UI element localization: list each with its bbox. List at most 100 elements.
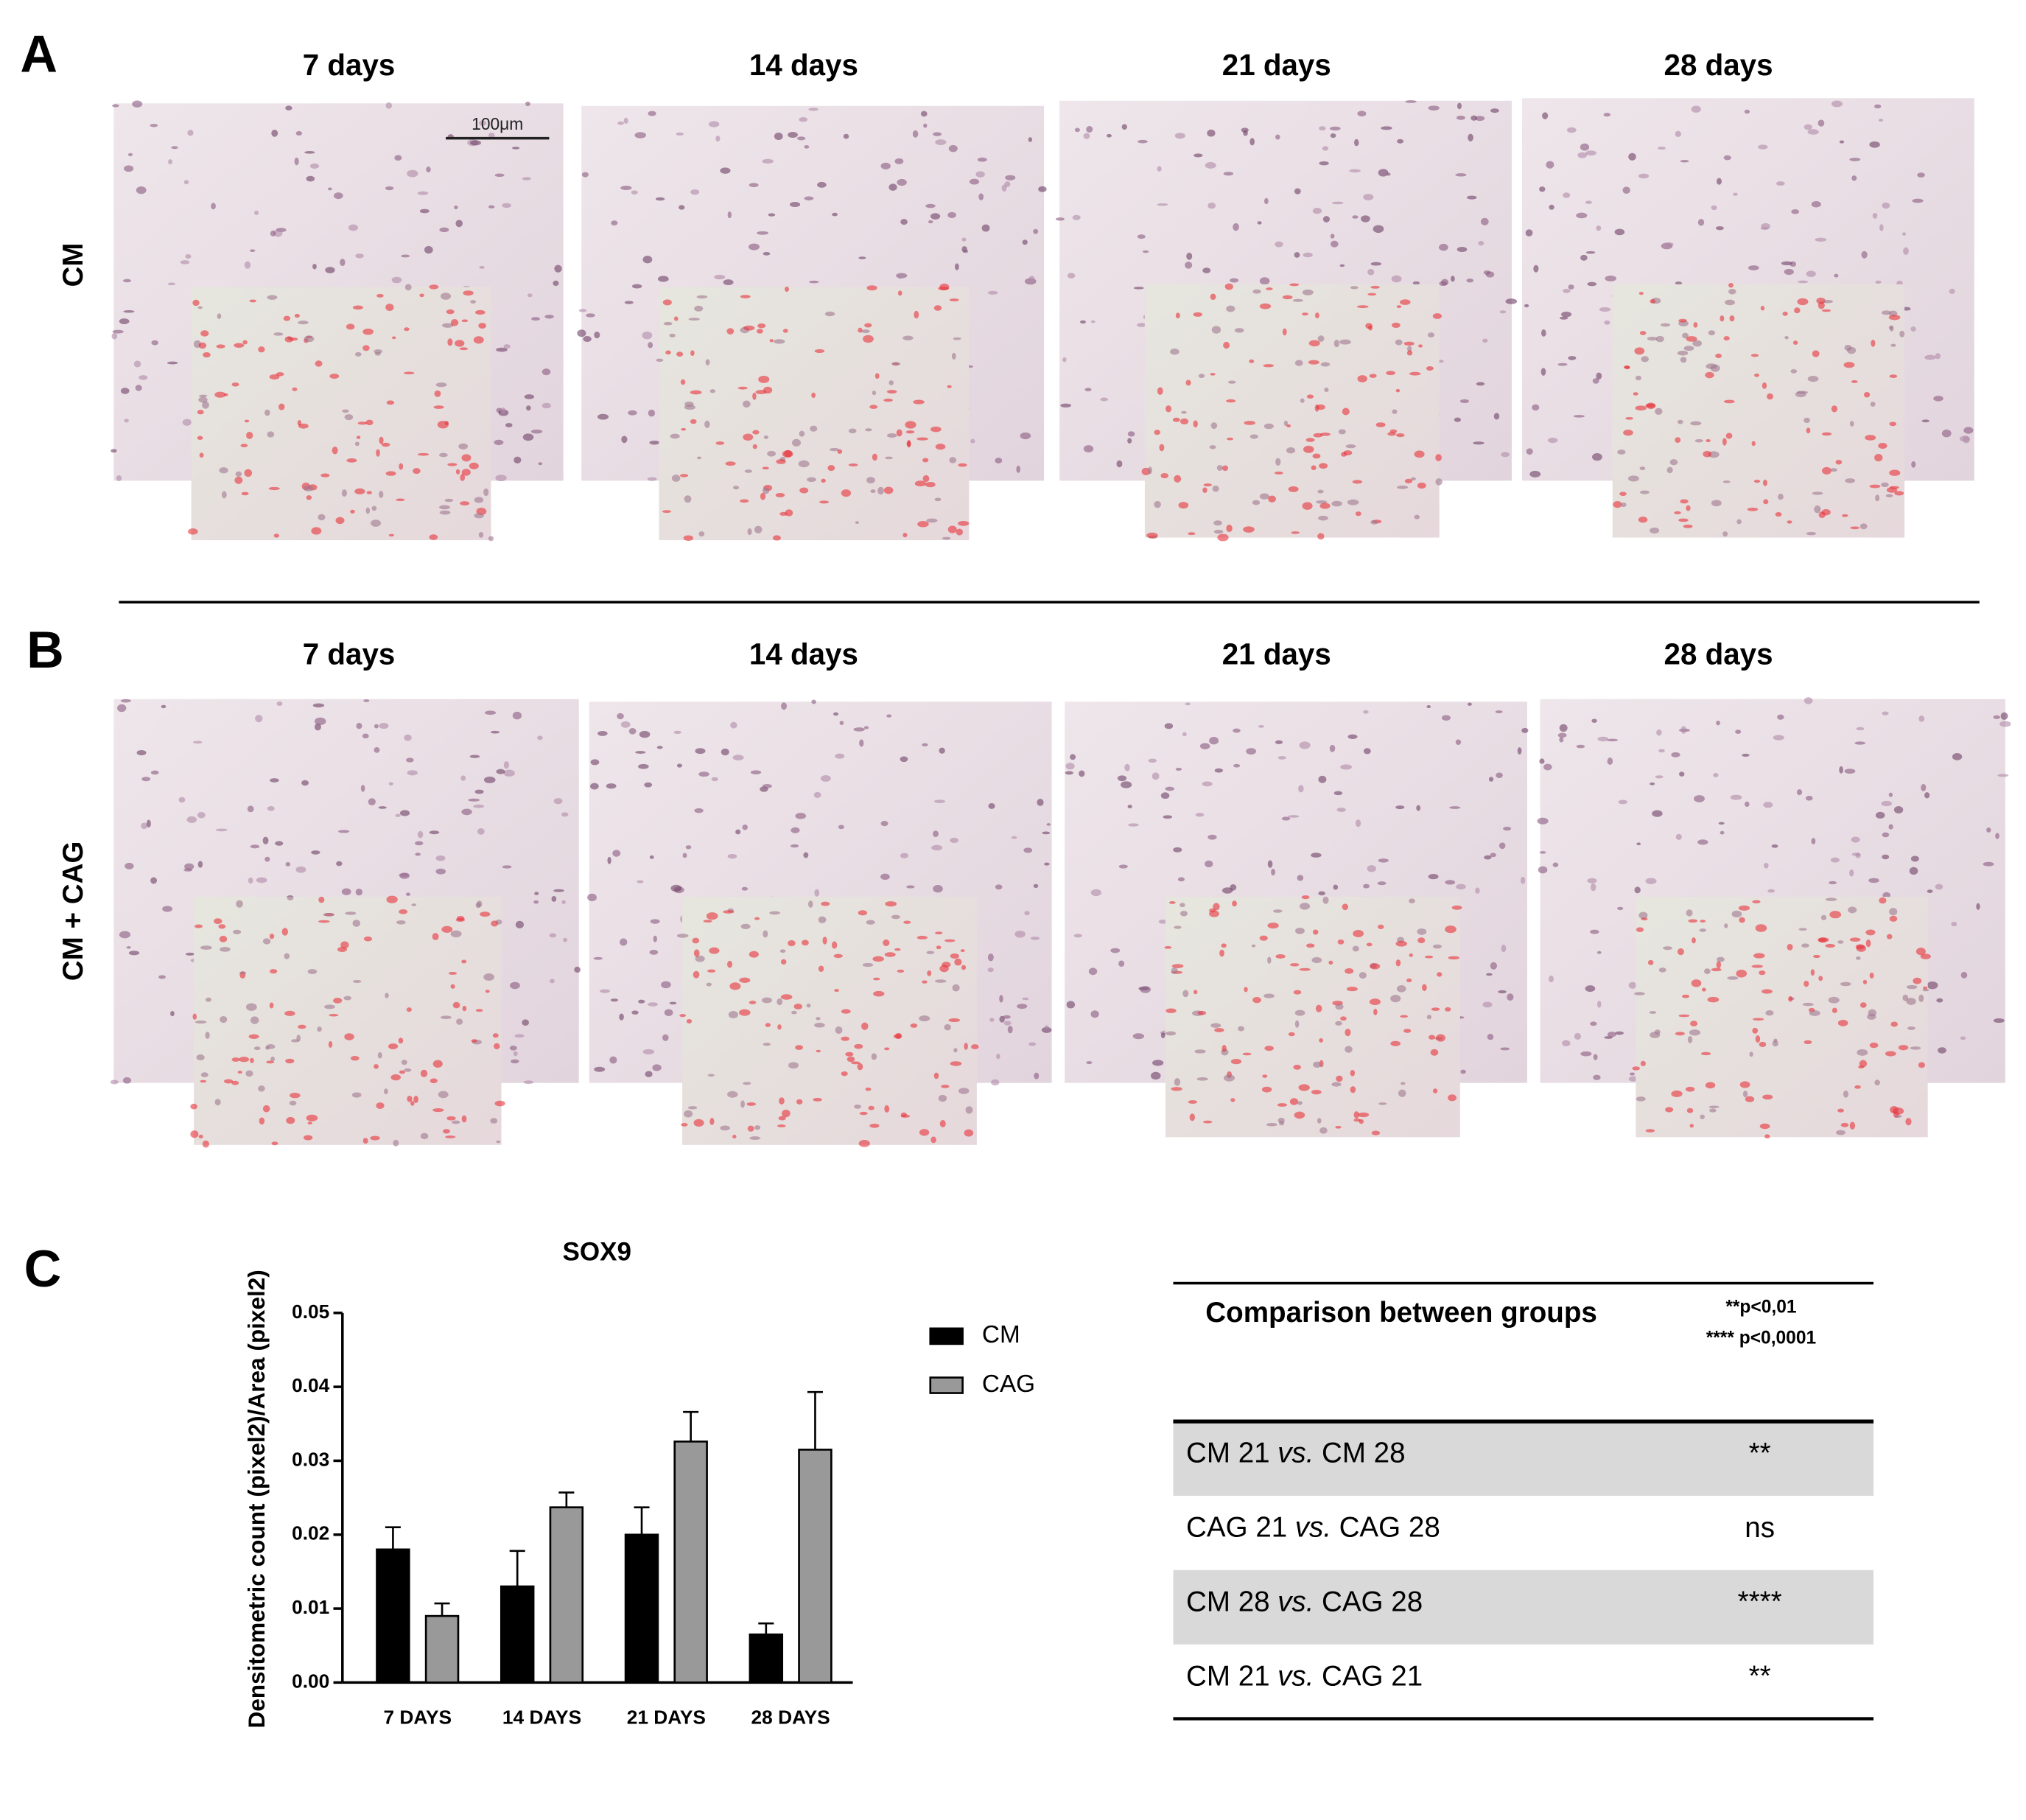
- cell-texture: [217, 313, 222, 319]
- cell-texture: [523, 1080, 534, 1085]
- cell-texture: [1471, 115, 1477, 121]
- cell-texture: [930, 213, 941, 220]
- cell-texture: [916, 936, 928, 939]
- cell-texture: [1406, 350, 1413, 356]
- cell-texture: [1329, 744, 1336, 752]
- cell-texture: [1724, 923, 1728, 928]
- cell-texture: [796, 1099, 803, 1105]
- significance: **: [1749, 1660, 1771, 1692]
- cell-texture: [1210, 422, 1218, 430]
- cell-texture: [1933, 396, 1943, 402]
- cell-texture: [1305, 438, 1315, 442]
- cell-texture: [1788, 995, 1793, 1002]
- cell-texture: [285, 1058, 295, 1064]
- cell-texture: [1152, 772, 1160, 780]
- cell-texture: [1370, 285, 1380, 289]
- cell-texture: [693, 1119, 704, 1127]
- cell-texture: [429, 534, 438, 540]
- cell-texture: [1406, 979, 1412, 983]
- cell-texture: [1742, 753, 1750, 757]
- cell-texture: [362, 1138, 368, 1144]
- cell-texture: [1830, 857, 1840, 863]
- cell-texture: [1894, 1115, 1902, 1118]
- cell-texture: [541, 402, 551, 409]
- cell-texture: [325, 267, 335, 273]
- cell-texture: [1294, 1009, 1305, 1016]
- cell-texture: [1174, 1078, 1181, 1086]
- cell-texture: [694, 808, 704, 813]
- cell-texture: [1922, 988, 1929, 992]
- cell-texture: [1837, 940, 1844, 944]
- cell-texture: [1090, 320, 1096, 323]
- cell-texture: [1677, 419, 1683, 424]
- cell-texture: [522, 433, 534, 441]
- cell-texture: [1869, 1042, 1879, 1049]
- cell-texture: [1810, 969, 1815, 976]
- cell-texture: [1378, 924, 1384, 929]
- cell-texture: [1532, 404, 1540, 411]
- cell-texture: [981, 224, 990, 232]
- cell-texture: [1175, 767, 1182, 771]
- cell-texture: [617, 121, 625, 125]
- cell-texture: [896, 429, 902, 437]
- cell-texture: [1318, 891, 1325, 896]
- cell-texture: [652, 1064, 662, 1071]
- cell-texture: [1678, 518, 1689, 522]
- cell-texture: [647, 477, 657, 481]
- cell-texture: [1345, 1046, 1353, 1053]
- cell-texture: [200, 1072, 208, 1077]
- cell-texture: [962, 249, 969, 253]
- cell-texture: [1927, 981, 1938, 990]
- cell-texture: [445, 1135, 456, 1138]
- cell-texture: [874, 373, 880, 379]
- cell-texture: [1211, 326, 1221, 334]
- cell-texture: [553, 280, 559, 286]
- cell-texture: [433, 405, 444, 409]
- bar: [673, 1441, 708, 1684]
- cell-texture: [1328, 960, 1333, 965]
- cell-texture: [926, 518, 938, 523]
- cell-texture: [1792, 340, 1798, 345]
- cell-texture: [379, 722, 389, 729]
- cell-texture: [642, 331, 653, 340]
- cell-texture: [1628, 981, 1637, 989]
- cell-texture: [244, 419, 250, 423]
- cell-texture: [1389, 429, 1398, 433]
- cell-texture: [1747, 507, 1759, 511]
- cell-texture: [379, 491, 384, 498]
- cell-texture: [1353, 1111, 1359, 1119]
- cell-texture: [1935, 883, 1943, 890]
- cell-texture: [1625, 417, 1633, 420]
- cell-texture: [851, 1061, 860, 1065]
- cell-texture: [407, 1096, 413, 1102]
- cell-texture: [253, 1046, 261, 1051]
- cell-texture: [1759, 1041, 1767, 1047]
- cell-texture: [446, 1116, 456, 1121]
- cell-texture: [500, 407, 506, 413]
- cell-texture: [1158, 919, 1168, 924]
- cell-texture: [1694, 795, 1705, 802]
- cell-texture: [720, 1125, 730, 1131]
- cell-texture: [544, 315, 554, 319]
- cell-texture: [1828, 996, 1840, 1004]
- cell-texture: [285, 862, 291, 867]
- cell-texture: [1146, 532, 1158, 539]
- cell-texture: [905, 430, 915, 434]
- cell-texture: [141, 777, 151, 782]
- cell-texture: [388, 782, 393, 785]
- cell-texture: [1445, 880, 1456, 885]
- cell-texture: [317, 1026, 322, 1032]
- cell-texture: [1924, 792, 1930, 799]
- cell-texture: [1815, 237, 1827, 242]
- cell-texture: [1843, 1090, 1849, 1098]
- cell-texture: [192, 299, 200, 307]
- cell-texture: [553, 889, 564, 892]
- cell-texture: [1196, 1077, 1208, 1081]
- cell-texture: [1593, 1074, 1601, 1080]
- cell-texture: [1791, 209, 1800, 214]
- cell-texture: [897, 276, 902, 279]
- cell-texture: [522, 177, 531, 181]
- cell-texture: [676, 351, 684, 357]
- cell-texture: [638, 763, 649, 769]
- cell-texture: [1885, 1051, 1896, 1057]
